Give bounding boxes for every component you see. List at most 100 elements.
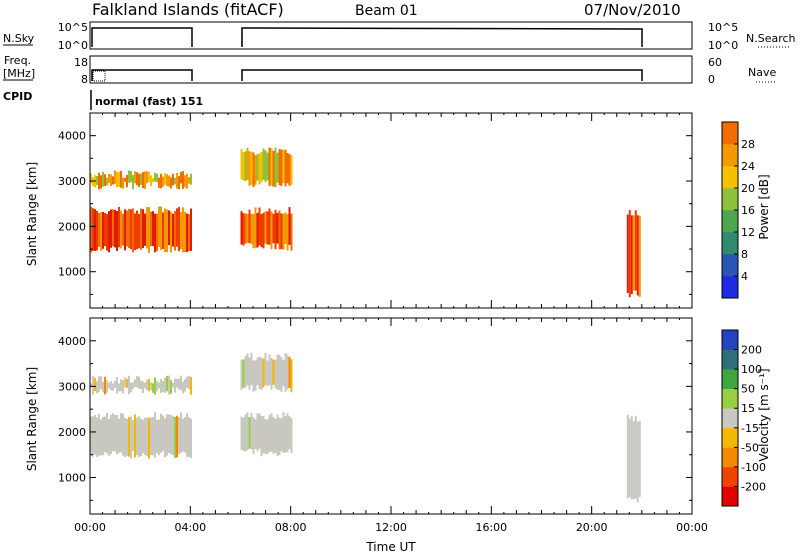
power-echo-column bbox=[96, 176, 98, 185]
vel-echo-column bbox=[106, 412, 108, 454]
vel-echo-column bbox=[636, 421, 639, 503]
power-echo-column bbox=[160, 173, 162, 189]
power-echo-column bbox=[256, 213, 259, 248]
power-echo-column bbox=[150, 175, 152, 186]
freq-tick-bottom-left: 8 bbox=[81, 73, 88, 86]
power-echo-column bbox=[110, 209, 112, 248]
cpid-value: normal (fast) 151 bbox=[95, 95, 203, 108]
vel-echo-region bbox=[90, 412, 192, 459]
cpid-label: CPID bbox=[3, 90, 32, 103]
vel-echo-column bbox=[280, 357, 283, 393]
x-tick-label: 00:00 bbox=[676, 521, 708, 534]
power-echo-column bbox=[112, 209, 114, 247]
vel-echo-column bbox=[116, 415, 118, 455]
power-echo-column bbox=[144, 213, 146, 246]
vel-echo-column bbox=[266, 360, 269, 387]
power-echo-column bbox=[104, 174, 106, 186]
power-echo-column bbox=[106, 177, 108, 186]
vel-echo-column bbox=[104, 376, 106, 395]
vel-echo-column bbox=[100, 419, 102, 456]
vel-echo-column bbox=[190, 377, 192, 395]
vel-echo-column bbox=[158, 382, 160, 389]
plot-title: Falkland Islands (fitACF) bbox=[92, 0, 284, 19]
vel-echo-column bbox=[124, 377, 126, 388]
power-echo-column bbox=[288, 154, 291, 186]
vel-echo-column bbox=[180, 375, 182, 391]
power-echo-column bbox=[276, 212, 279, 244]
power-echo-column bbox=[104, 213, 106, 247]
vel-echo-column bbox=[166, 414, 168, 456]
power-echo-column bbox=[122, 213, 124, 246]
vel-echo-column bbox=[136, 417, 138, 456]
power-echo-column bbox=[254, 155, 257, 185]
vel-echo-column bbox=[290, 418, 293, 453]
vel-echo-column bbox=[126, 379, 128, 388]
power-axes: 1000 2000 3000 4000 bbox=[58, 112, 693, 308]
power-echo-column bbox=[190, 208, 192, 251]
vel-echo-column bbox=[138, 376, 140, 389]
vel-echo-column bbox=[188, 375, 190, 390]
velocity-colorbar-swatch bbox=[722, 408, 738, 429]
power-echo-column bbox=[96, 210, 98, 251]
vel-echo-column bbox=[272, 417, 275, 454]
vel-echo-column bbox=[114, 415, 116, 452]
power-echo-column bbox=[634, 210, 637, 291]
power-echo-column bbox=[114, 209, 116, 248]
vel-echo-column bbox=[288, 356, 291, 388]
velocity-colorbar-tick-label: -100 bbox=[741, 461, 766, 474]
velocity-colorbar-swatch bbox=[722, 447, 738, 468]
velocity-axes: 1000 2000 3000 4000 00:00 04:00 08:00 12:00 16:0… bbox=[58, 317, 708, 534]
vel-echo-column bbox=[106, 380, 108, 393]
vel-echo-column bbox=[162, 381, 164, 392]
nsky-label: N.Sky bbox=[3, 32, 35, 45]
vel-echo-column bbox=[98, 414, 100, 456]
vel-echo-column bbox=[284, 353, 287, 392]
vel-echo-column bbox=[144, 417, 146, 455]
vel-echo-column bbox=[154, 412, 156, 458]
vel-echo-column bbox=[288, 416, 291, 450]
power-colorbar-swatch bbox=[722, 276, 738, 299]
power-echo-column bbox=[274, 147, 277, 188]
vel-echo-column bbox=[638, 420, 641, 497]
power-echo-column bbox=[250, 213, 253, 245]
nsky-tick-bottom-left: 10^0 bbox=[58, 39, 88, 52]
y-tick-label: 2000 bbox=[58, 220, 86, 233]
vel-echo-column bbox=[182, 381, 184, 394]
power-echo-column bbox=[282, 213, 285, 250]
nsky-trace-segment-1 bbox=[91, 27, 193, 47]
vel-echo-column bbox=[118, 383, 120, 392]
vel-echo-column bbox=[276, 414, 279, 457]
vel-echo-column bbox=[254, 360, 257, 391]
velocity-colorbar-swatch bbox=[722, 388, 738, 409]
power-echo-column bbox=[174, 178, 176, 185]
freq-panel-frame bbox=[89, 55, 693, 84]
vel-echo-column bbox=[120, 379, 122, 391]
vel-echo-column bbox=[100, 376, 102, 390]
vel-echo-column bbox=[242, 417, 245, 451]
vel-echo-column bbox=[240, 416, 243, 450]
vel-echo-column bbox=[250, 412, 253, 450]
y-tick-label: 3000 bbox=[58, 380, 86, 393]
power-echo-region bbox=[240, 147, 293, 188]
power-echo-column bbox=[166, 174, 168, 187]
vel-echo-column bbox=[252, 360, 255, 392]
power-echo-column bbox=[240, 149, 243, 180]
power-echo-region bbox=[240, 207, 293, 251]
vel-echo-column bbox=[280, 418, 283, 452]
power-echo-column bbox=[138, 173, 140, 187]
vel-echo-column bbox=[94, 377, 96, 392]
vel-echo-column bbox=[248, 357, 251, 391]
power-echo-column bbox=[154, 172, 156, 182]
power-echo-column bbox=[120, 210, 122, 249]
power-echo-column bbox=[278, 210, 281, 250]
power-echo-column bbox=[146, 207, 148, 249]
y-tick-label: 2000 bbox=[58, 426, 86, 439]
power-echo-column bbox=[184, 212, 186, 253]
vel-echo-column bbox=[150, 417, 152, 456]
vel-echo-column bbox=[160, 379, 162, 394]
vel-echo-column bbox=[270, 358, 273, 390]
power-echo-column bbox=[146, 171, 148, 184]
vel-echo-region bbox=[240, 352, 293, 393]
power-echo-column bbox=[182, 171, 184, 189]
velocity-colorbar-tick-label: 50 bbox=[741, 383, 755, 396]
